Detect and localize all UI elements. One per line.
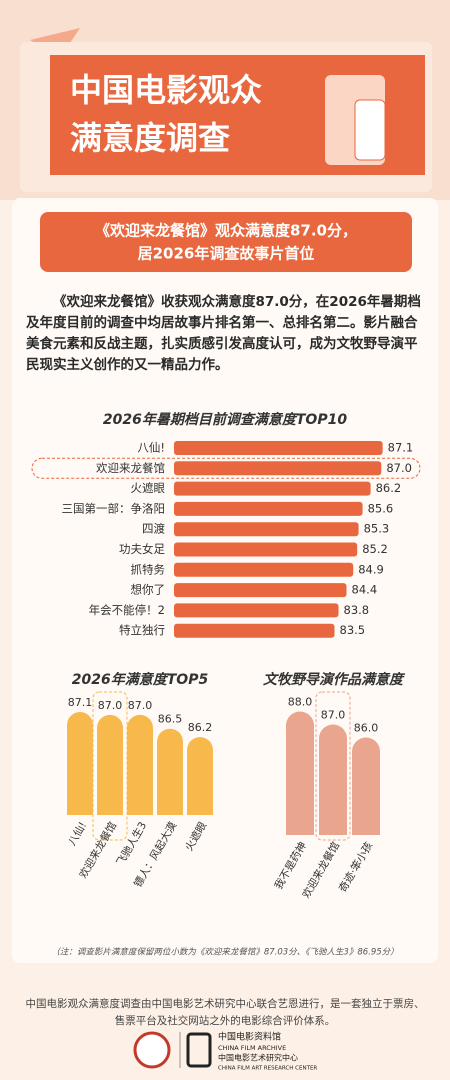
value-label: 87.0 [321,709,346,722]
title-line1: 中国电影观众 [70,71,262,109]
logo-cn: 中国电影资料馆 [218,1031,281,1043]
bar [157,728,183,815]
note: （注：调查影片满意度保留两位小数为《欢迎来龙餐馆》87.03分、《飞驰人生3》8… [51,947,398,958]
bar [174,562,354,577]
bar [174,441,383,455]
body-text: 《欢迎来龙餐馆》收获观众满意度87.0分，在2026年暑期档及年度目前的调查中均… [26,294,421,373]
value-label: 85.3 [364,522,390,536]
logo-seal [133,1031,171,1069]
value-label: 83.8 [344,603,370,617]
chart-title: 2026年满意度TOP5 [72,671,209,688]
headline-line2: 居2026年调查故事片首位 [138,245,315,263]
value-label: 85.2 [362,542,388,556]
value-label: 87.0 [386,461,412,475]
bar [174,461,382,476]
category-label: 特立独行 [119,623,165,637]
value-label: 86.0 [354,722,379,735]
value-label: 88.0 [288,696,313,709]
chart-title: 文牧野导演作品满意度 [263,671,406,688]
chart-title: 2026年暑期档目前调查满意度TOP10 [103,411,347,428]
value-label: 87.0 [128,699,153,712]
category-label: 想你了 [131,583,166,597]
value-label: 85.6 [368,501,394,515]
category-label: 火遮眼 [131,481,166,495]
bar [174,522,359,537]
logo-en2: CHINA FILM ART RESEARCH CENTER [218,1066,317,1072]
category-label: 八仙! [137,441,165,455]
category-label: 欢迎来龙餐馆 [96,461,165,475]
value-label: 87.0 [98,699,123,712]
bar [174,603,339,618]
value-label: 84.4 [352,583,378,597]
logo-cn2: 中国电影艺术研究中心 [218,1053,298,1063]
bar [174,501,363,516]
bar [286,711,314,835]
highlight-box [31,457,421,479]
bar [174,583,347,598]
headline-box [40,212,412,272]
value-label: 86.2 [376,481,402,495]
category-label: 三国第一部：争洛阳 [62,501,166,515]
bar [174,481,371,496]
value-label: 84.9 [358,562,384,576]
category-label: 抓特务 [131,562,166,576]
category-label: 功夫女足 [119,542,165,556]
bar [67,712,93,815]
category-label: 年会不能停！2 [89,603,165,617]
bar [174,542,358,557]
headline-line1: 《欢迎来龙餐馆》观众满意度87.0分， [95,222,357,240]
title-line2: 满意度调查 [70,119,230,157]
highlight-box [315,691,351,841]
category-label: 四渡 [142,522,165,536]
bar [97,714,123,815]
logo-film [186,1032,212,1068]
value-label: 87.1 [68,696,93,709]
value-label: 83.5 [340,623,366,637]
value-label: 87.1 [388,441,414,455]
bar [187,737,213,815]
value-label: 86.2 [188,721,213,734]
phone-icon [354,99,386,161]
bar [352,737,380,835]
logo-en: CHINA FILM ARCHIVE [218,1044,286,1052]
bar [127,714,153,815]
footer-text: 中国电影观众满意度调查由中国电影艺术研究中心联合艺恩进行，是一套独立于票房、售票… [25,998,425,1027]
value-label: 86.5 [158,713,183,726]
bar [174,623,335,638]
bar [319,724,347,835]
